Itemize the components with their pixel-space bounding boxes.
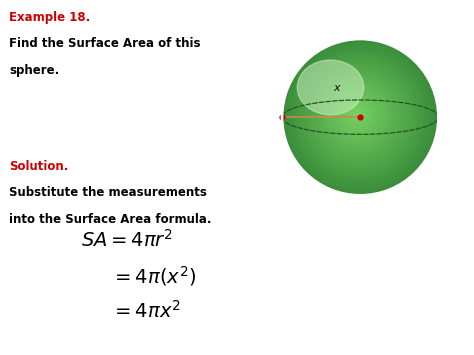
Ellipse shape xyxy=(301,58,418,175)
Ellipse shape xyxy=(297,54,422,179)
Text: Example 18.: Example 18. xyxy=(9,11,91,24)
Ellipse shape xyxy=(349,106,365,121)
Ellipse shape xyxy=(345,102,369,126)
Ellipse shape xyxy=(332,89,383,140)
Ellipse shape xyxy=(290,47,430,187)
Ellipse shape xyxy=(341,98,373,130)
Text: x: x xyxy=(334,83,340,93)
Ellipse shape xyxy=(282,39,438,195)
Text: sphere.: sphere. xyxy=(9,64,60,77)
Ellipse shape xyxy=(343,100,371,127)
Ellipse shape xyxy=(308,65,410,166)
Ellipse shape xyxy=(353,110,360,118)
Text: Find the Surface Area of this: Find the Surface Area of this xyxy=(9,37,201,50)
Ellipse shape xyxy=(351,108,363,119)
Ellipse shape xyxy=(304,61,414,171)
Ellipse shape xyxy=(295,52,424,181)
Ellipse shape xyxy=(321,78,395,152)
Ellipse shape xyxy=(323,80,393,150)
Ellipse shape xyxy=(288,44,432,189)
Ellipse shape xyxy=(336,93,379,136)
Ellipse shape xyxy=(312,69,406,163)
Ellipse shape xyxy=(347,104,366,124)
Ellipse shape xyxy=(316,72,401,158)
Text: Solution.: Solution. xyxy=(9,160,69,173)
Ellipse shape xyxy=(302,59,416,173)
Ellipse shape xyxy=(310,67,408,165)
Ellipse shape xyxy=(292,48,428,185)
Text: $= 4\pi(x^2)$: $= 4\pi(x^2)$ xyxy=(111,264,197,288)
Ellipse shape xyxy=(330,87,385,142)
Text: $= 4\pi x^2$: $= 4\pi x^2$ xyxy=(111,300,181,322)
Ellipse shape xyxy=(284,41,437,193)
Ellipse shape xyxy=(314,71,403,160)
Ellipse shape xyxy=(338,95,377,134)
Ellipse shape xyxy=(334,91,381,138)
Ellipse shape xyxy=(327,83,389,146)
Ellipse shape xyxy=(297,60,364,115)
Text: $SA = 4\pi r^2$: $SA = 4\pi r^2$ xyxy=(81,229,173,251)
Ellipse shape xyxy=(328,85,387,144)
Ellipse shape xyxy=(319,76,397,154)
Text: Substitute the measurements: Substitute the measurements xyxy=(9,186,207,200)
Text: into the Surface Area formula.: into the Surface Area formula. xyxy=(9,213,212,226)
Ellipse shape xyxy=(293,50,426,183)
Ellipse shape xyxy=(317,74,400,156)
Ellipse shape xyxy=(355,111,358,115)
Ellipse shape xyxy=(286,43,434,191)
Ellipse shape xyxy=(339,97,375,132)
Ellipse shape xyxy=(299,56,420,177)
Ellipse shape xyxy=(325,82,391,148)
Ellipse shape xyxy=(306,63,412,169)
